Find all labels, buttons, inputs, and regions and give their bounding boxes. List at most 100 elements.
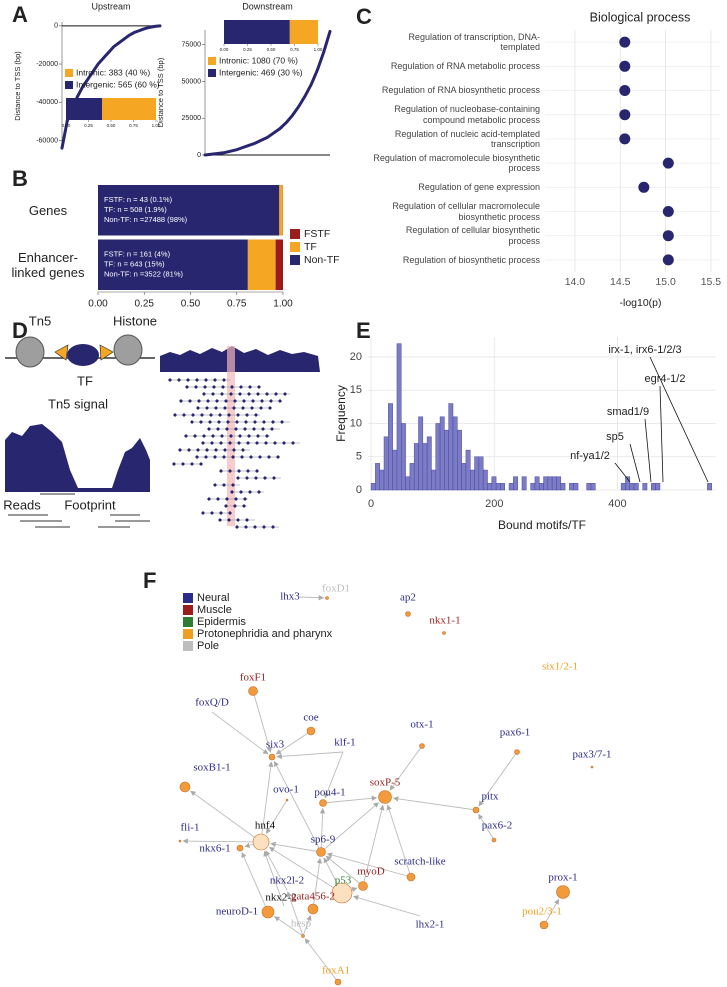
y-axis-label: Distance to TSS (bp) — [156, 57, 165, 127]
panel-label: B — [12, 166, 28, 191]
y-tick-label: -20000 — [36, 61, 58, 68]
read-dot — [191, 413, 195, 417]
hist-bar — [491, 476, 497, 491]
edge — [304, 938, 339, 983]
x-tick-label: 0 — [368, 498, 374, 510]
node — [539, 920, 549, 930]
node-label: klf-1 — [334, 737, 355, 749]
read-dot — [250, 406, 254, 410]
node — [405, 611, 411, 617]
edge — [302, 915, 312, 937]
category-label-box: Regulation of cellular macromolecule bio… — [392, 201, 540, 221]
hist-bar — [435, 423, 441, 491]
legend-swatch — [183, 593, 193, 603]
node-label: neuroD-1 — [216, 906, 258, 918]
read-dot — [202, 392, 206, 396]
legend-swatch — [290, 229, 300, 239]
annotation: nf-ya1/2 — [570, 450, 610, 462]
read-dot — [225, 427, 229, 431]
legend-label: FSTF — [304, 228, 330, 240]
x-tick-label: 0.50 — [181, 299, 201, 310]
hist-bar — [633, 483, 639, 491]
node-label: myoD — [357, 866, 385, 878]
x-tick-label: 0.00 — [88, 299, 108, 310]
panel-label: D — [12, 318, 28, 343]
node-label: gata456-2 — [291, 891, 335, 903]
read-dot — [225, 497, 229, 501]
read-dot — [278, 399, 282, 403]
histone-shape — [113, 334, 143, 366]
edge — [478, 751, 518, 807]
hist-bar — [413, 443, 419, 491]
hist-bar — [543, 476, 549, 491]
read-dot — [245, 413, 249, 417]
read-dot — [227, 518, 231, 522]
read-dot — [291, 441, 295, 445]
read-dot — [253, 420, 257, 424]
y-tick-label: 10 — [350, 417, 362, 429]
legend-label: Pole — [197, 640, 219, 652]
chart-title: Biological process — [590, 10, 691, 24]
edge — [286, 891, 304, 937]
read-dot — [282, 441, 286, 445]
category-label: Regulation of RNA biosynthetic process — [381, 85, 540, 96]
bar — [279, 185, 283, 236]
schematic-label: Histone — [113, 313, 157, 328]
read-dot — [218, 413, 222, 417]
read-dot — [255, 469, 259, 473]
read-dot — [234, 427, 238, 431]
x-tick-label: 200 — [485, 498, 503, 510]
read-dot — [248, 490, 252, 494]
legend-swatch — [183, 629, 193, 639]
read-dot — [196, 448, 200, 452]
read-dot — [244, 420, 248, 424]
read-dot — [230, 490, 234, 494]
read-dot — [173, 413, 177, 417]
read-dot — [240, 455, 244, 459]
read-dot — [223, 406, 227, 410]
read-dot — [201, 511, 205, 515]
x-tick-label: 0.75 — [129, 123, 138, 128]
edge — [319, 807, 326, 853]
hist-bar — [469, 469, 475, 491]
read-dot — [253, 525, 257, 529]
schematic-label: TF — [77, 373, 93, 388]
hist-bar — [547, 476, 553, 491]
legend-label: Intronic: 1080 (70 %) — [219, 55, 298, 65]
read-dot — [242, 399, 246, 403]
edge — [273, 760, 322, 853]
bar — [98, 185, 280, 236]
read-dot — [210, 511, 214, 515]
read-dot — [205, 406, 209, 410]
node — [261, 905, 275, 919]
read-dot — [190, 462, 194, 466]
node-label: soxP-5 — [370, 777, 401, 789]
node-label: pou2/3-1 — [522, 906, 562, 918]
read-dot — [224, 504, 228, 508]
x-tick-label: 0.75 — [227, 299, 247, 310]
hist-bar — [651, 483, 656, 491]
hist-bar — [392, 449, 398, 491]
hist-bar — [655, 483, 661, 491]
edge — [352, 895, 421, 917]
schematic-label: Tn5 — [29, 313, 51, 328]
tf-shape — [67, 344, 99, 366]
hist-bar — [448, 403, 454, 491]
legend-label: TF — [304, 241, 317, 253]
node — [252, 833, 270, 851]
hist-bar — [642, 483, 648, 491]
read-dot — [209, 413, 213, 417]
edge — [326, 852, 412, 878]
y-tick-label: 0 — [54, 23, 58, 30]
dot — [619, 109, 631, 121]
read-dot — [237, 441, 241, 445]
read-dot — [221, 385, 225, 389]
read-dot — [228, 441, 232, 445]
read-dot — [194, 385, 198, 389]
hist-bar — [396, 343, 402, 491]
legend-swatch — [183, 617, 193, 627]
dot — [662, 206, 674, 217]
hist-bar — [482, 469, 488, 491]
node — [179, 781, 191, 793]
x-tick-label: 0.50 — [267, 47, 276, 52]
